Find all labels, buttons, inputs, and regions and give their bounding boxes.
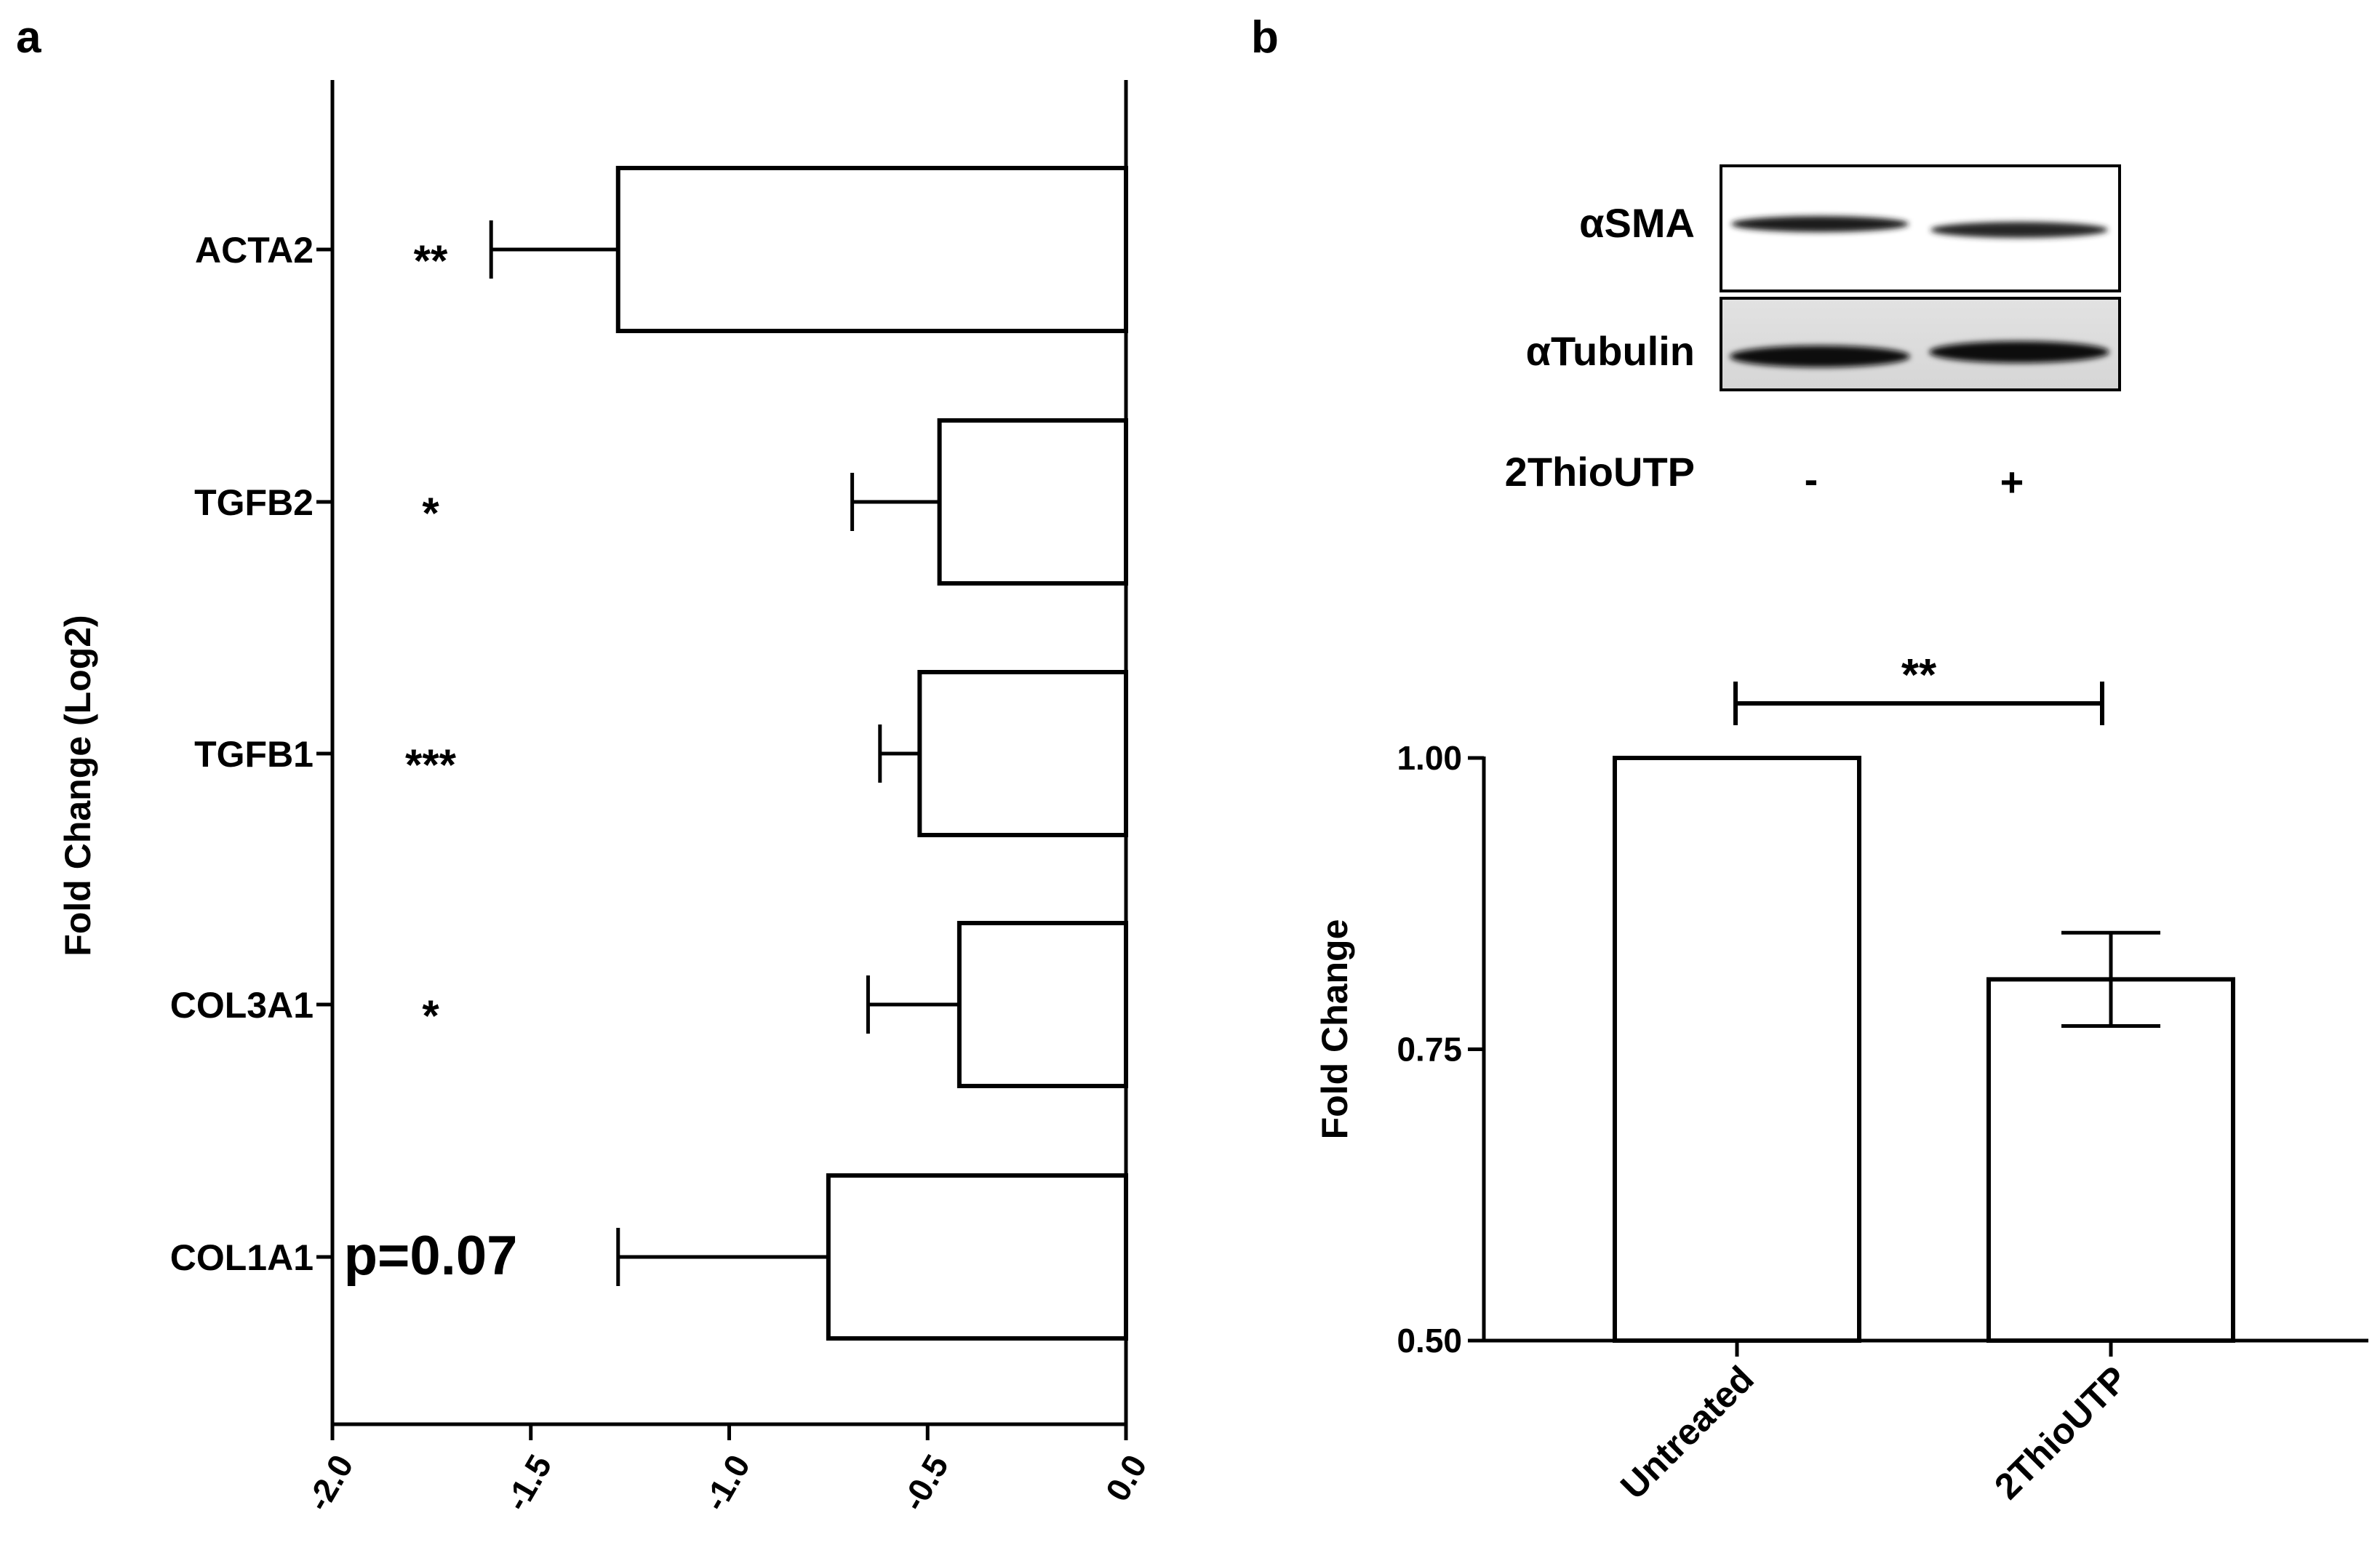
significance-col3a1: * xyxy=(422,991,439,1040)
panel-b-ylabel: Fold Change xyxy=(1314,919,1355,1140)
blot-label-asma: αSMA xyxy=(1579,200,1695,246)
blot-lane-minus: - xyxy=(1805,456,1818,502)
category-label-tgfb1: TGFB1 xyxy=(194,734,314,775)
significance-acta2: ** xyxy=(414,236,448,285)
western-blot: αSMA αTubulin 2ThioUTP - + xyxy=(1505,164,2121,505)
category-label-untreated: Untreated xyxy=(1613,1358,1762,1507)
asma-band-lane1 xyxy=(1731,216,1909,232)
panel-label-b: b xyxy=(1251,12,1279,63)
significance-col1a1: p=0.07 xyxy=(344,1225,518,1287)
significance-label: ** xyxy=(1901,650,1937,700)
bar-acta2 xyxy=(615,166,1128,333)
bar-2thioutp xyxy=(1986,977,2235,1343)
significance-tgfb1: *** xyxy=(405,740,457,789)
bar-col1a1 xyxy=(826,1173,1128,1341)
bar-tgfb1 xyxy=(917,670,1128,837)
panel-a-xtick-label: 0.0 xyxy=(1098,1448,1154,1507)
panel-a-xtick-label: -1.5 xyxy=(498,1448,559,1517)
bar-untreated xyxy=(1613,756,1861,1343)
panel-b-ytick-label: 1.00 xyxy=(1397,739,1462,777)
bar-col3a1 xyxy=(957,921,1129,1088)
panel-label-a: a xyxy=(16,12,41,63)
panel-a-chart: Fold Change (Log2) -2.0 -1.5 -1.0 -0.5 0.0 AC… xyxy=(57,80,1154,1517)
category-label-acta2: ACTA2 xyxy=(195,230,314,271)
panel-b-chart: Fold Change 0.50 0.75 1.00 Untreated 2ThioUT… xyxy=(1314,650,2368,1507)
category-label-2thioutp: 2ThioUTP xyxy=(1986,1358,2136,1507)
blot-lane-plus: + xyxy=(2000,459,2024,505)
category-label-col1a1: COL1A1 xyxy=(170,1237,314,1278)
tubulin-band-lane2 xyxy=(1929,341,2109,363)
asma-band-lane2 xyxy=(1930,222,2108,238)
panel-a-ylabel: Fold Change (Log2) xyxy=(57,615,98,956)
panel-a-xtick-label: -2.0 xyxy=(299,1448,361,1517)
tubulin-band-lane1 xyxy=(1730,346,1910,367)
significance-tgfb2: * xyxy=(422,489,439,538)
category-label-tgfb2: TGFB2 xyxy=(194,482,314,523)
bar-tgfb2 xyxy=(937,418,1128,586)
panel-b-ytick-label: 0.50 xyxy=(1397,1322,1462,1360)
panel-a-xtick-label: -0.5 xyxy=(894,1448,956,1517)
blot-treatment-label: 2ThioUTP xyxy=(1505,449,1695,495)
panel-a-xtick-label: -1.0 xyxy=(695,1448,757,1517)
panel-b-ytick-label: 0.75 xyxy=(1397,1031,1462,1069)
category-label-col3a1: COL3A1 xyxy=(170,985,314,1026)
blot-label-tubulin: αTubulin xyxy=(1526,328,1695,374)
